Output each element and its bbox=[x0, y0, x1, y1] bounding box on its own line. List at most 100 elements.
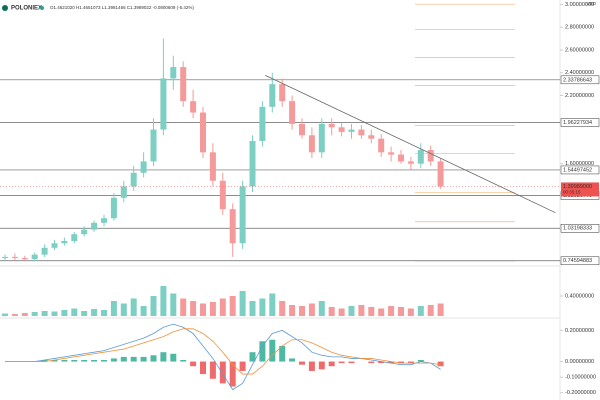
volume-bar bbox=[249, 301, 256, 316]
macd-histogram-bar bbox=[200, 361, 206, 375]
level-label-box bbox=[560, 75, 600, 85]
macd-histogram-bar bbox=[378, 361, 385, 364]
macd-histogram-bar bbox=[348, 361, 355, 364]
y-tick-label: 0.00000000 bbox=[565, 359, 594, 365]
volume-bar bbox=[348, 306, 355, 316]
macd-histogram-bar bbox=[180, 360, 187, 362]
volume-bar bbox=[180, 298, 187, 316]
candle-body bbox=[348, 129, 355, 132]
macd-histogram-bar bbox=[71, 360, 78, 362]
candle-body bbox=[279, 84, 286, 102]
candle-body bbox=[417, 150, 424, 164]
y-tick-label: 3.00000000 bbox=[565, 2, 594, 8]
candle-body bbox=[41, 247, 48, 255]
candle-body bbox=[209, 152, 216, 181]
macd-histogram-bar bbox=[289, 358, 296, 362]
volume-bar bbox=[110, 301, 117, 316]
volume-bar bbox=[388, 306, 395, 316]
volume-bar bbox=[378, 308, 385, 316]
y-tick-label: 2.40000000 bbox=[565, 70, 594, 76]
candle-body bbox=[338, 127, 345, 132]
currency: USD bbox=[586, 1, 596, 6]
candle-body bbox=[249, 140, 256, 187]
volume-bar bbox=[279, 301, 286, 316]
volume-bar bbox=[130, 298, 137, 316]
macd-histogram-bar bbox=[368, 361, 375, 364]
volume-bar bbox=[289, 305, 296, 316]
candle-body bbox=[318, 123, 325, 153]
volume-bar bbox=[51, 311, 58, 316]
macd-histogram-bar bbox=[328, 361, 335, 367]
volume-bar bbox=[338, 308, 345, 316]
volume-bar bbox=[170, 293, 177, 316]
candle-body bbox=[51, 243, 58, 248]
candle-body bbox=[190, 101, 197, 113]
volume-bar bbox=[427, 305, 434, 316]
volume-bar bbox=[407, 308, 414, 316]
macd-histogram-bar bbox=[338, 361, 345, 364]
level-label: 1.03198333 bbox=[563, 226, 592, 232]
volume-bar bbox=[368, 307, 375, 316]
macd-histogram-bar bbox=[150, 355, 157, 362]
macd-histogram-bar bbox=[239, 361, 246, 371]
candle-body bbox=[61, 240, 68, 244]
macd-histogram-bar bbox=[81, 360, 88, 362]
macd-histogram-bar bbox=[417, 360, 424, 362]
trendline bbox=[265, 75, 556, 214]
candle-body bbox=[328, 123, 335, 128]
macd-histogram-bar bbox=[140, 356, 147, 362]
macd-histogram-bar bbox=[120, 356, 127, 362]
macd-histogram-bar bbox=[209, 361, 216, 379]
volume-bar bbox=[2, 313, 8, 316]
volume-bar bbox=[318, 301, 325, 316]
y-tick-label: 2.60000000 bbox=[565, 47, 594, 53]
y-tick-label: 1.60000000 bbox=[565, 161, 594, 167]
last-price-label: 1.39989000 bbox=[563, 184, 592, 190]
macd-line bbox=[5, 323, 441, 391]
macd-histogram-bar bbox=[299, 361, 305, 365]
candle-body bbox=[437, 161, 444, 187]
candle-body bbox=[289, 101, 296, 124]
volume-bar bbox=[209, 302, 216, 316]
candle-body bbox=[101, 218, 107, 223]
volume-bar bbox=[150, 296, 157, 316]
macd-histogram-bar bbox=[51, 360, 58, 362]
candle-body bbox=[11, 256, 18, 259]
level-label: 2.33786643 bbox=[563, 77, 592, 83]
macd-histogram-bar bbox=[170, 353, 177, 362]
level-label-box bbox=[560, 256, 600, 266]
volume-bar bbox=[91, 309, 98, 316]
candle-body bbox=[219, 180, 226, 210]
volume-bar bbox=[200, 303, 206, 316]
macd-histogram-bar bbox=[130, 356, 137, 362]
macd-histogram-bar bbox=[41, 360, 48, 362]
candle-body bbox=[140, 161, 147, 173]
candle-body bbox=[180, 67, 187, 102]
level-label-box bbox=[560, 224, 600, 233]
macd-histogram-bar bbox=[229, 361, 236, 387]
candle-body bbox=[130, 172, 137, 187]
volume-bar bbox=[437, 303, 444, 316]
macd-histogram-bar bbox=[190, 361, 197, 367]
volume-bar bbox=[229, 296, 236, 316]
level-label: 0.74594883 bbox=[563, 258, 592, 264]
volume-bar bbox=[358, 305, 365, 316]
y-tick-label: 0.40000000 bbox=[565, 293, 594, 299]
volume-bar bbox=[190, 301, 197, 316]
volume-bar bbox=[259, 298, 266, 316]
volume-bar bbox=[328, 307, 335, 316]
last-price-box bbox=[561, 182, 599, 197]
candle-body bbox=[91, 222, 98, 230]
macd-histogram-bar bbox=[259, 341, 266, 362]
candle-body bbox=[398, 154, 404, 162]
y-tick-label: 2.80000000 bbox=[565, 25, 594, 31]
macd-line bbox=[5, 328, 441, 375]
volume-bar bbox=[101, 310, 107, 316]
volume-bar bbox=[239, 291, 246, 316]
candle-body bbox=[427, 150, 434, 162]
candle-body bbox=[378, 138, 385, 153]
candle-body bbox=[150, 129, 157, 162]
volume-bar bbox=[140, 306, 147, 316]
